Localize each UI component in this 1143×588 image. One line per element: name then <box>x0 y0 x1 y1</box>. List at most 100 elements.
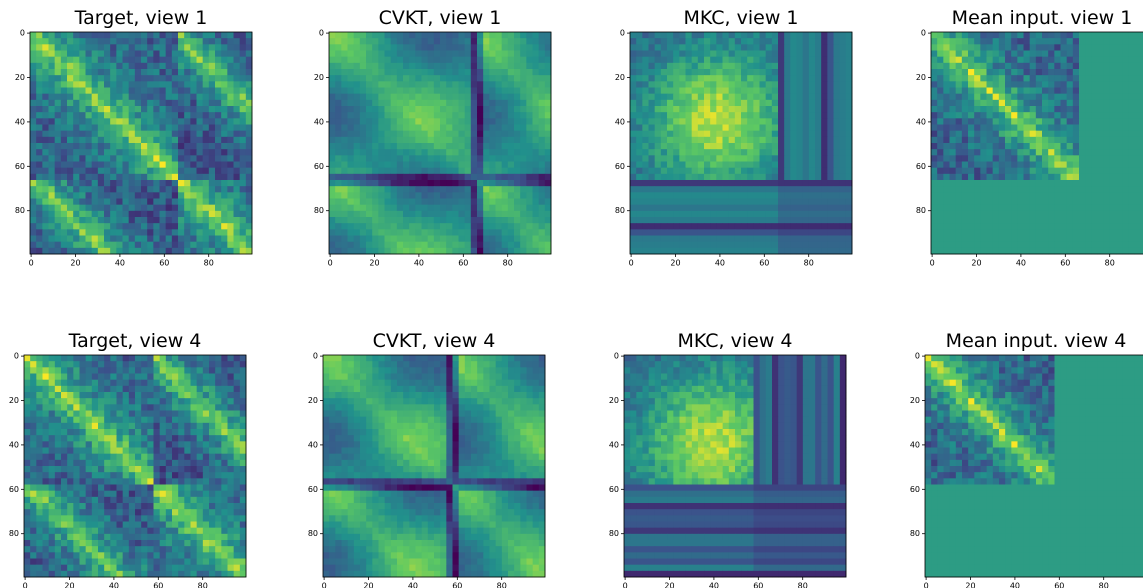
heatmap-cell <box>710 198 717 206</box>
heatmap-cell <box>42 247 49 255</box>
heatmap-cell <box>440 235 447 243</box>
heatmap-cell <box>489 93 496 101</box>
heatmap-cell <box>1072 198 1080 206</box>
heatmap-cell <box>1048 192 1055 199</box>
heatmap-cell <box>48 112 56 119</box>
heatmap-cell <box>378 118 385 125</box>
heatmap-cell <box>335 81 342 88</box>
heatmap-cell <box>165 32 173 39</box>
heatmap-cell <box>931 167 938 175</box>
heatmap-cell <box>421 136 429 144</box>
heatmap-cell <box>184 50 191 58</box>
heatmap-cell <box>378 50 385 58</box>
heatmap-cell <box>452 44 459 51</box>
heatmap-cell <box>679 247 686 255</box>
heatmap-cell <box>691 167 699 175</box>
heatmap-cell <box>384 167 392 175</box>
heatmap-cell <box>384 241 392 249</box>
heatmap-cell <box>221 106 228 113</box>
heatmap-cell <box>679 99 686 107</box>
heatmap-cell <box>1128 198 1135 206</box>
heatmap-cell <box>427 167 435 175</box>
heatmap-cell <box>636 223 643 230</box>
heatmap-cell <box>532 204 540 212</box>
heatmap-cell <box>1091 130 1098 138</box>
heatmap-cell <box>1085 130 1092 138</box>
heatmap-cell <box>1128 112 1135 119</box>
heatmap-cell <box>974 124 981 132</box>
heatmap-cell <box>91 180 99 187</box>
heatmap-cell <box>60 161 68 169</box>
heatmap-cell <box>728 217 736 224</box>
heatmap-cell <box>353 235 361 243</box>
heatmap-cell <box>489 241 496 249</box>
heatmap-cell <box>403 198 410 206</box>
heatmap-cell <box>353 161 361 169</box>
heatmap-cell <box>341 87 348 95</box>
heatmap-cell <box>190 155 197 162</box>
heatmap-cell <box>642 235 649 243</box>
heatmap-cell <box>165 99 173 107</box>
heatmap-cell <box>196 56 204 64</box>
heatmap-cell <box>697 229 705 236</box>
heatmap-cell <box>42 87 49 95</box>
heatmap-cell <box>366 69 373 76</box>
heatmap-cell <box>245 112 253 119</box>
heatmap-cell <box>427 210 435 218</box>
heatmap-cell <box>396 229 404 236</box>
heatmap-cell <box>1011 180 1018 187</box>
heatmap-cell <box>538 112 546 119</box>
heatmap-cell <box>679 136 686 144</box>
heatmap-cell <box>128 217 136 224</box>
heatmap-cell <box>128 93 136 101</box>
heatmap-cell <box>196 112 204 119</box>
heatmap-cell <box>734 44 742 51</box>
heatmap-cell <box>710 223 717 230</box>
heatmap-cell <box>366 130 373 138</box>
heatmap-cell <box>685 56 693 64</box>
heatmap-cell <box>433 155 441 162</box>
heatmap-cell <box>1140 173 1143 181</box>
heatmap-cell <box>660 50 668 58</box>
heatmap-cell <box>458 44 466 51</box>
heatmap-cell <box>366 44 373 51</box>
heatmap-cell <box>753 93 760 101</box>
heatmap-cell <box>239 136 247 144</box>
heatmap-cell <box>165 81 173 88</box>
heatmap-cell <box>1054 87 1061 95</box>
heatmap-cell <box>722 247 730 255</box>
heatmap-cell <box>636 136 643 144</box>
heatmap-cell <box>85 38 93 45</box>
heatmap-cell <box>42 118 49 125</box>
heatmap-cell <box>790 112 797 119</box>
heatmap-cell <box>660 75 668 82</box>
heatmap-cell <box>73 241 80 249</box>
heatmap-cell <box>433 204 441 212</box>
heatmap-cell <box>753 192 760 199</box>
heatmap-cell <box>815 130 822 138</box>
heatmap-cell <box>845 75 853 82</box>
heatmap-cell <box>845 210 853 218</box>
heatmap-cell <box>30 130 37 138</box>
heatmap-cell <box>771 87 779 95</box>
heatmap-cell <box>208 173 216 181</box>
heatmap-cell <box>421 44 429 51</box>
heatmap-cell <box>1116 87 1123 95</box>
heatmap-cell <box>329 50 336 58</box>
heatmap-cell <box>48 99 56 107</box>
heatmap-cell <box>673 143 680 150</box>
heatmap-cell <box>54 217 62 224</box>
heatmap-cell <box>716 247 723 255</box>
heatmap-cell <box>974 32 981 39</box>
heatmap-cell <box>544 223 552 230</box>
heatmap-cell <box>955 50 963 58</box>
heatmap-cell <box>501 149 509 156</box>
heatmap-cell <box>1091 198 1098 206</box>
heatmap-cell <box>1128 44 1135 51</box>
heatmap-cell <box>353 143 361 150</box>
heatmap-cell <box>347 50 355 58</box>
heatmap-cell <box>390 136 398 144</box>
heatmap-cell <box>747 136 754 144</box>
heatmap-cell <box>827 180 834 187</box>
heatmap-cell <box>483 173 490 181</box>
